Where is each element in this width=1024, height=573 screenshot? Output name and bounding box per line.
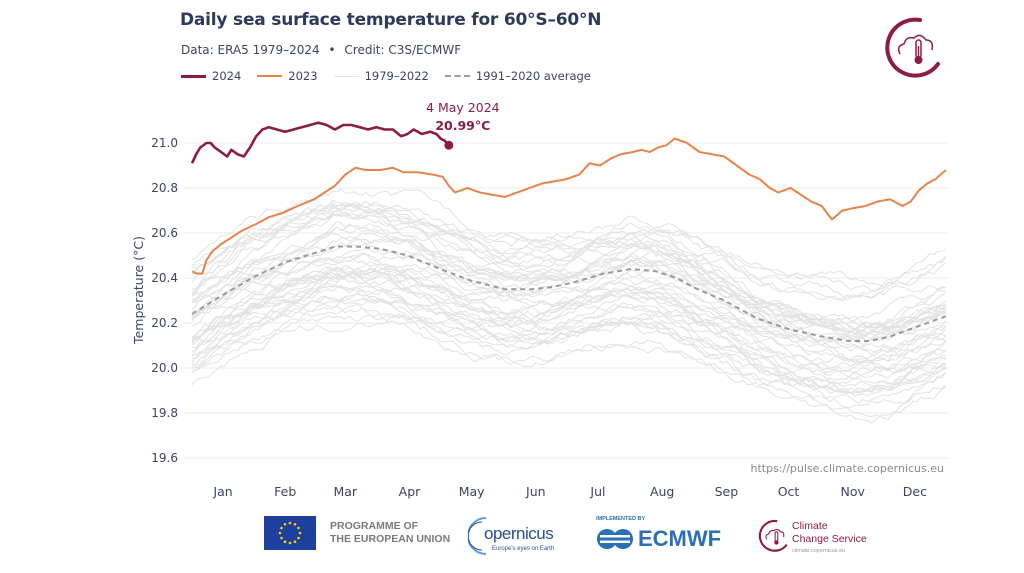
latest-point-marker[interactable] xyxy=(444,140,454,150)
axis-layer: 19.6 19.8 20.0 20.2 20.4 20.6 20.8 21.0 Temperat… xyxy=(131,136,944,499)
series-line-2010 xyxy=(191,213,947,339)
series-line-2011 xyxy=(191,209,947,363)
eu-flag-icon xyxy=(264,516,316,550)
series-line-2020 xyxy=(191,204,947,302)
legend-label-2023: 2023 xyxy=(288,69,318,83)
series-line-2013 xyxy=(191,226,946,335)
ecmwf-mark-icon xyxy=(597,529,633,549)
series-line-average xyxy=(191,245,947,342)
legend-label-historical: 1979–2022 xyxy=(364,69,429,83)
legend-label-2024: 2024 xyxy=(212,69,242,83)
chart-subtitle: Data: ERA5 1979–2024 • Credit: C3S/ECMWF xyxy=(181,43,461,57)
x-tick-label: Nov xyxy=(841,484,866,499)
annotation-layer: 4 May 2024 20.99°C xyxy=(426,100,500,150)
implemented-by-label: IMPLEMENTED BY xyxy=(596,516,646,522)
x-tick-label: Mar xyxy=(333,484,357,499)
y-tick-label: 19.6 xyxy=(151,451,178,465)
x-tick-label: Apr xyxy=(399,484,421,499)
ecmwf-logo: ECMWF xyxy=(596,526,721,552)
source-url[interactable]: https://pulse.climate.copernicus.eu xyxy=(751,462,945,475)
eu-programme-text: PROGRAMME OF THE EUROPEAN UNION xyxy=(330,520,451,545)
x-tick-label: Sep xyxy=(715,484,739,499)
series-2024-layer xyxy=(190,121,450,164)
annotation-date: 4 May 2024 xyxy=(426,100,500,115)
x-tick-label: Feb xyxy=(274,484,296,499)
series-line-1990 xyxy=(191,282,947,354)
y-axis-label: Temperature (°C) xyxy=(131,236,146,345)
y-tick-label: 20.8 xyxy=(151,181,178,195)
series-line-1999 xyxy=(191,266,947,379)
y-tick-label: 20.0 xyxy=(151,361,178,375)
x-tick-label: Jul xyxy=(589,484,605,499)
x-tick-label: Dec xyxy=(903,484,927,499)
series-line-2023 xyxy=(191,137,947,275)
series-line-2014 xyxy=(191,205,947,336)
series-line-2002 xyxy=(191,248,947,338)
series-line-2019 xyxy=(191,201,947,301)
y-tick-label: 20.6 xyxy=(151,226,178,240)
chart-legend: 2024 2023 1979–2022 1991–2020 average xyxy=(181,69,607,83)
series-line-2024 xyxy=(190,121,450,164)
series-line-1989 xyxy=(191,295,947,409)
series-line-1983 xyxy=(191,289,947,375)
historical-series-layer xyxy=(191,188,947,424)
c3s-logo-icon xyxy=(758,519,788,552)
annotation-value: 20.99°C xyxy=(435,118,490,133)
series-line-1991 xyxy=(191,273,947,372)
c3s-wordmark: Climate Change Service xyxy=(792,520,867,545)
x-tick-label: Aug xyxy=(650,484,674,499)
series-line-1994 xyxy=(191,285,947,364)
series-line-2007 xyxy=(191,221,947,364)
copernicus-tagline: Europe's eyes on Earth xyxy=(492,546,555,552)
copernicus-logo-icon xyxy=(468,517,487,555)
series-line-1988 xyxy=(191,268,947,373)
chart-title: Daily sea surface temperature for 60°S–6… xyxy=(180,10,602,30)
y-tick-label: 20.4 xyxy=(151,271,178,285)
series-line-2001 xyxy=(191,261,947,351)
x-tick-label: Jun xyxy=(525,484,546,499)
series-line-1981 xyxy=(191,298,947,418)
legend-label-average: 1991–2020 average xyxy=(475,69,591,83)
series-line-2021 xyxy=(191,199,946,324)
series-line-1986 xyxy=(191,313,947,382)
series-line-1992 xyxy=(191,285,946,385)
c3s-cloud-thermometer-icon xyxy=(885,17,940,78)
footer-logos: PROGRAMME OF THE EUROPEAN UNION opernicus… xyxy=(0,514,1024,564)
y-tick-label: 19.8 xyxy=(151,406,178,420)
series-line-2005 xyxy=(191,238,946,332)
y-tick-label: 20.2 xyxy=(151,316,178,330)
legend-swatch-2023 xyxy=(257,75,283,77)
legend-item-historical[interactable]: 1979–2022 xyxy=(333,69,429,83)
legend-swatch-2024 xyxy=(181,74,206,78)
bullet-separator: • xyxy=(328,43,336,57)
series-line-2022 xyxy=(191,210,947,301)
x-tick-label: May xyxy=(459,484,485,499)
series-line-1979 xyxy=(191,320,947,391)
c3s-url: climate.copernicus.eu xyxy=(792,548,846,554)
legend-swatch-historical xyxy=(333,75,359,77)
copernicus-wordmark: opernicus xyxy=(484,524,554,543)
legend-swatch-average xyxy=(444,75,470,77)
legend-item-average[interactable]: 1991–2020 average xyxy=(444,69,591,83)
x-tick-label: Oct xyxy=(778,484,800,499)
y-tick-label: 21.0 xyxy=(151,136,178,150)
series-line-1985 xyxy=(191,303,947,424)
legend-item-2023[interactable]: 2023 xyxy=(257,69,318,83)
average-series-layer xyxy=(191,245,947,342)
credit: Credit: C3S/ECMWF xyxy=(344,43,462,57)
series-line-2017 xyxy=(191,210,946,336)
legend-item-2024[interactable]: 2024 xyxy=(181,69,241,83)
series-2023-layer xyxy=(191,137,947,275)
series-line-2004 xyxy=(191,263,947,334)
data-source: Data: ERA5 1979–2024 xyxy=(181,43,320,57)
x-tick-label: Jan xyxy=(212,484,232,499)
